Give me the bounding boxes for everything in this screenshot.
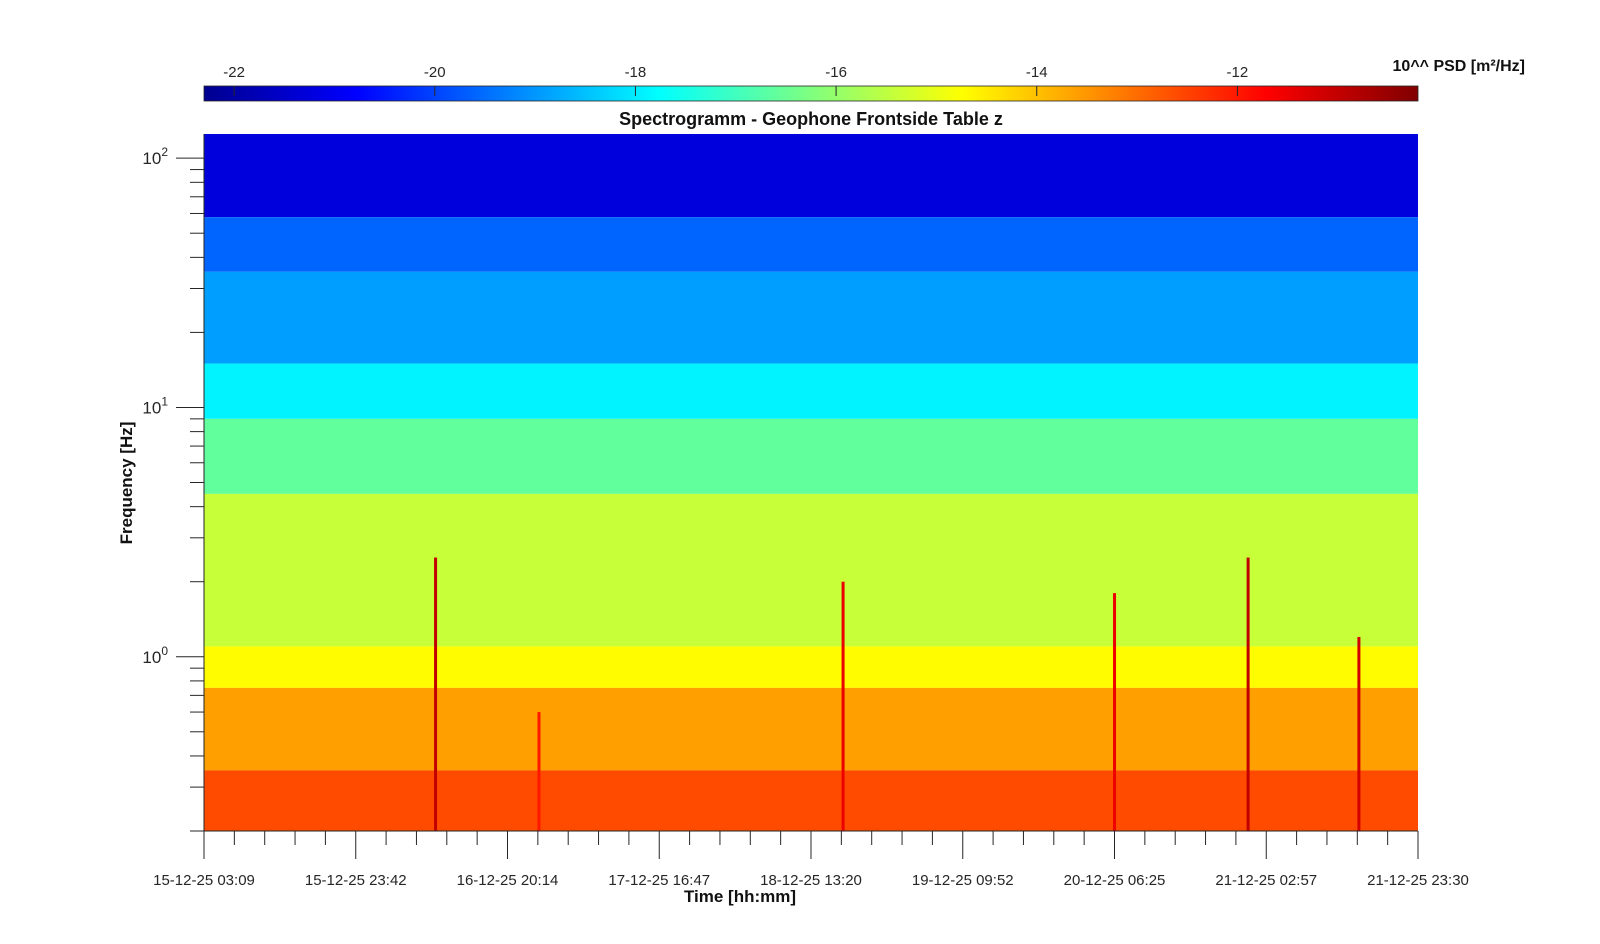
x-tick-label: 19-12-25 09:52 [912,872,1014,889]
x-tick-label: 16-12-25 20:14 [457,872,559,889]
x-axis-label: Time [hh:mm] [684,887,796,906]
plot-area [204,134,1418,831]
spectrogram-band [204,770,1418,831]
event-streak [537,712,541,831]
spectrogram-band [204,687,1418,771]
event-streak [1357,637,1361,831]
spectrogram-events [434,557,1361,831]
spectrogram-band [204,646,1418,688]
spectrogram-band [204,134,1418,218]
colorbar-tick-label: -22 [223,64,245,81]
colorbar-tick-label: -18 [625,64,647,81]
event-streak [1246,557,1250,831]
y-tick-exponent: 0 [161,644,168,658]
y-tick-exponent: 1 [161,394,168,408]
x-tick-label: 18-12-25 13:20 [760,872,862,889]
event-streak [841,581,845,831]
colorbar-tick-label: -16 [825,64,847,81]
x-tick-label: 21-12-25 23:30 [1367,872,1469,889]
spectrogram-band [204,363,1418,419]
x-axis: 15-12-25 03:09 15-12-25 23:42 16-12-25 20:… [153,830,1469,889]
event-streak [1113,593,1117,831]
y-tick-base: 10 [142,648,161,667]
y-tick-base: 10 [142,149,161,168]
y-tick-label: 101 [142,394,168,417]
colorbar-tick-label: -14 [1026,64,1048,81]
x-tick-label: 20-12-25 06:25 [1064,872,1166,889]
x-tick-label: 15-12-25 03:09 [153,872,255,889]
colorbar-label: 10^^ PSD [m²/Hz] [1393,58,1525,75]
y-axis-label: Frequency [Hz] [117,422,136,545]
x-tick-label: 17-12-25 16:47 [608,872,710,889]
chart-title: Spectrogramm - Geophone Frontside Table … [619,109,1003,129]
colorbar: -22 -20 -18 -16 -14 -12 10^^ PSD [m²/Hz] [203,58,1525,102]
spectrogram-bands [204,134,1418,831]
colorbar-tick-label: -12 [1227,64,1249,81]
x-tick-label: 21-12-25 02:57 [1215,872,1317,889]
colorbar-tick-label: -20 [424,64,446,81]
y-tick-label: 102 [142,145,168,168]
spectrogram-band [204,217,1418,272]
colorbar-gradient [203,85,1419,102]
y-tick-label: 100 [142,644,168,667]
spectrogram-band [204,271,1418,364]
x-tick-label: 15-12-25 23:42 [305,872,407,889]
colorbar-ticks: -22 -20 -18 -16 -14 -12 [223,64,1248,96]
event-streak [434,557,438,831]
y-tick-exponent: 2 [161,145,168,159]
spectrogram-band [204,418,1418,494]
spectrogram-band [204,493,1418,647]
y-tick-base: 10 [142,398,161,417]
